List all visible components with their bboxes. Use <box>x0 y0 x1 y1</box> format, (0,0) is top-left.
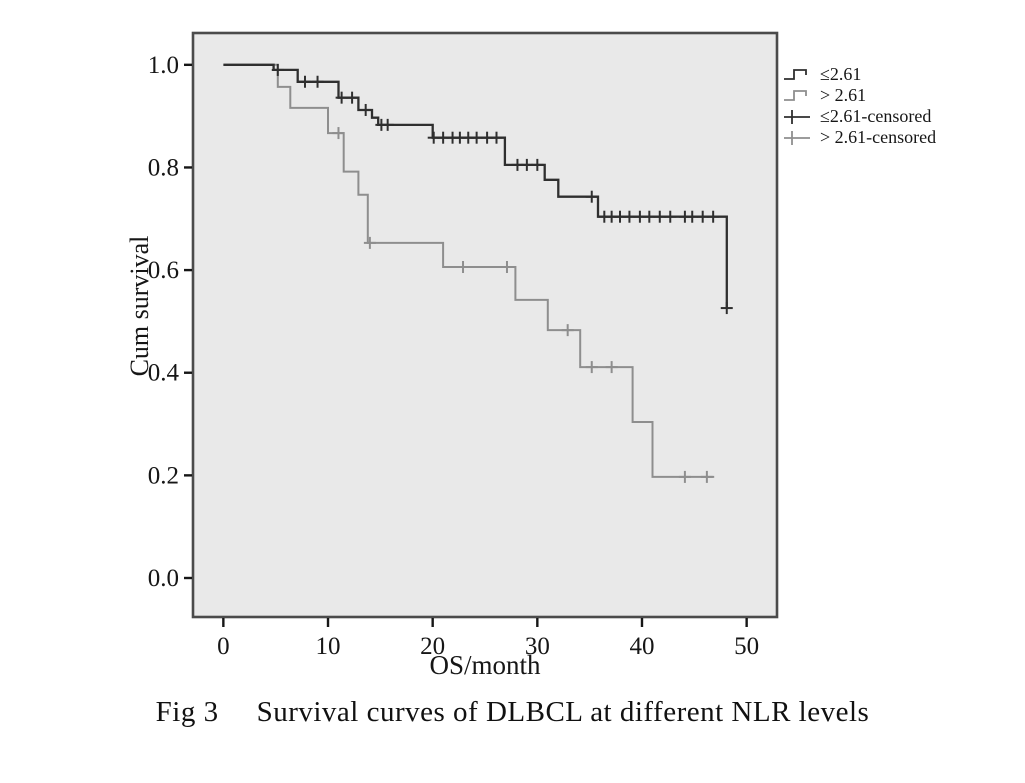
legend: ≤2.61 > 2.61 ≤2.61-censored > 2.61-censo… <box>783 64 936 148</box>
step-curve-icon <box>784 69 807 80</box>
svg-text:40: 40 <box>629 633 654 660</box>
legend-item-gt261: > 2.61 <box>783 85 936 106</box>
legend-item-label: ≤2.61 <box>820 64 862 84</box>
legend-item-le261-censored: ≤2.61-censored <box>783 106 936 127</box>
figure-title: Survival curves of DLBCL at different NL… <box>256 696 870 728</box>
plus-censor-icon <box>784 110 810 124</box>
plus-censor-icon <box>784 131 810 145</box>
legend-item-label: ≤2.61-censored <box>820 106 932 126</box>
legend-item-le261: ≤2.61 <box>783 64 936 85</box>
legend-item-gt261-censored: > 2.61-censored <box>783 127 936 148</box>
svg-text:30: 30 <box>525 633 550 660</box>
svg-text:20: 20 <box>420 633 445 660</box>
x-axis-title: OS/month <box>429 650 541 680</box>
svg-text:0.8: 0.8 <box>148 154 179 181</box>
svg-text:0.4: 0.4 <box>148 360 180 387</box>
legend-item-label: > 2.61 <box>820 85 867 105</box>
y-axis-title: Cum survival <box>125 235 154 377</box>
legend-item-label: > 2.61-censored <box>820 127 937 147</box>
svg-text:50: 50 <box>734 633 759 660</box>
svg-text:10: 10 <box>316 633 341 660</box>
svg-text:0.0: 0.0 <box>148 565 179 592</box>
step-curve-icon <box>784 90 807 101</box>
figure-caption: Fig 3 Survival curves of DLBCL at differe… <box>0 696 1025 729</box>
svg-text:0.6: 0.6 <box>148 257 179 284</box>
svg-text:0: 0 <box>217 633 230 660</box>
figure-number: Fig 3 <box>155 696 219 728</box>
svg-text:1.0: 1.0 <box>148 52 179 79</box>
svg-text:0.2: 0.2 <box>148 462 179 489</box>
